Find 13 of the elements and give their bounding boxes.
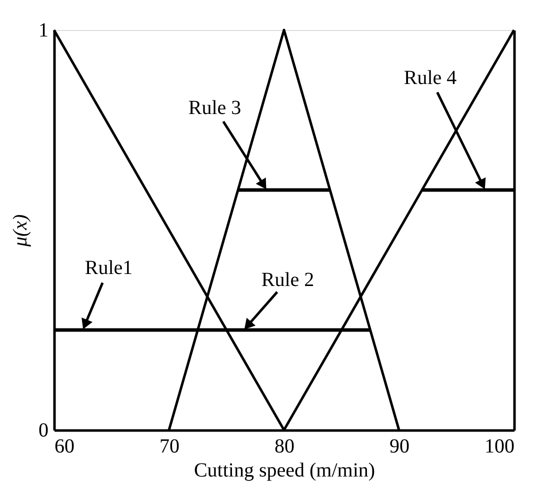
x-tick-label: 80 <box>274 436 294 458</box>
annotation: Rule 2 <box>261 269 314 291</box>
y-axis-title: μ(x) <box>10 214 32 248</box>
x-tick-label: 90 <box>390 436 410 458</box>
x-tick-label: 60 <box>54 436 74 458</box>
x-tick-label: 70 <box>160 436 180 458</box>
x-tick-label: 100 <box>484 436 514 458</box>
annotation: Rule 4 <box>404 67 457 89</box>
x-axis-title: Cutting speed (m/min) <box>194 460 376 482</box>
y-tick-label: 0 <box>38 420 48 442</box>
annotation: Rule1 <box>84 257 133 279</box>
y-tick-label: 1 <box>38 20 48 42</box>
annotation: Rule 3 <box>188 97 242 119</box>
